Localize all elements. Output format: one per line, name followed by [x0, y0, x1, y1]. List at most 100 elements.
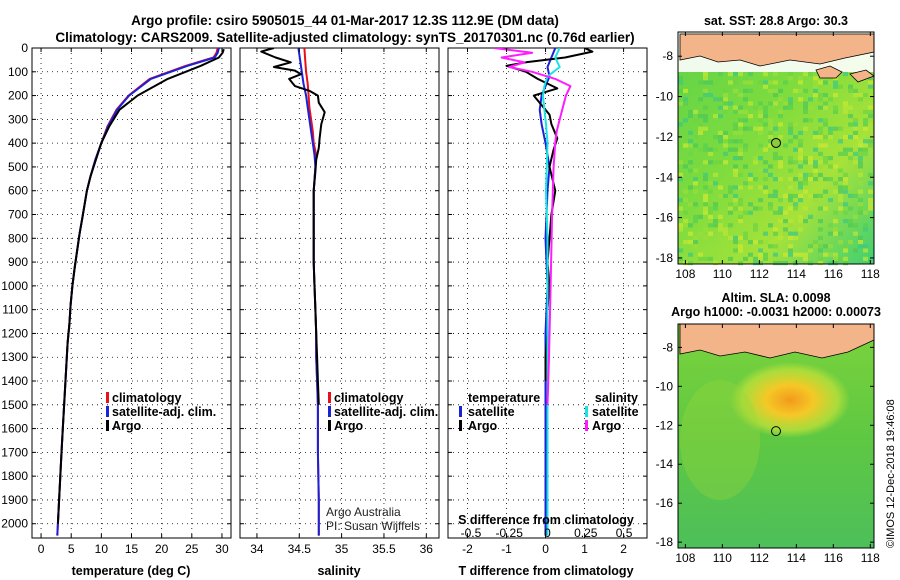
lat-tick-label: -8: [662, 340, 673, 354]
sst-map-title: sat. SST: 28.8 Argo: 30.3: [704, 14, 848, 28]
series-argo: [260, 48, 326, 405]
lat-tick-label: -12: [656, 130, 674, 144]
legend-swatch-climatology: [328, 392, 331, 403]
depth-tick-label: 1900: [1, 493, 28, 507]
lon-tick-label: 118: [861, 267, 880, 281]
depth-tick-label: 800: [8, 231, 28, 245]
sla-map-title2: Argo h1000: -0.0031 h2000: 0.00073: [671, 305, 881, 319]
legend-title-temperature: temperature: [468, 391, 540, 405]
depth-tick-label: 600: [8, 184, 28, 198]
x-tick-label: -1: [501, 542, 512, 556]
lon-tick-label: 110: [713, 267, 732, 281]
x-tick-label: -2: [462, 542, 473, 556]
imos-stamp: ©IMOS 12-Dec-2018 19:46:08: [885, 399, 897, 548]
difference-legend: temperature satellite Argo salinity sate…: [459, 391, 639, 433]
legend-label-s-satellite: satellite: [592, 405, 639, 419]
depth-tick-label: 200: [8, 89, 28, 103]
lat-tick-label: -16: [656, 211, 674, 225]
depth-tick-label: 700: [8, 208, 28, 222]
s-diff-tick-label: -0.5: [461, 526, 482, 540]
s-diff-tick-label: -0.25: [496, 526, 524, 540]
series-temperature-argo: [505, 48, 594, 381]
legend-title-salinity: salinity: [595, 391, 638, 405]
legend-label-climatology: climatology: [334, 391, 404, 405]
x-tick-label: 35.5: [372, 542, 396, 556]
lat-tick-label: -16: [656, 496, 674, 510]
lat-tick-label: -10: [656, 90, 674, 104]
depth-tick-label: 300: [8, 112, 28, 126]
x-tick-label: 0: [542, 542, 549, 556]
x-tick-label: 10: [95, 542, 109, 556]
legend-swatch-satellite: [106, 406, 109, 417]
depth-tick-label: 1200: [1, 326, 28, 340]
sst-islands: [679, 33, 875, 83]
lon-tick-label: 108: [675, 267, 695, 281]
lon-tick-label: 114: [787, 551, 806, 565]
depth-tick-label: 900: [8, 255, 28, 269]
s-diff-tick-label: 0: [544, 526, 551, 540]
x-tick-label: 34: [250, 542, 264, 556]
legend-swatch-s-argo: [585, 420, 588, 431]
legend-label-satellite: satellite-adj. clim.: [112, 405, 216, 419]
figure-title-line2: Climatology: CARS2009. Satellite-adjuste…: [55, 30, 634, 45]
depth-tick-label: 1700: [1, 445, 28, 459]
lon-tick-label: 114: [787, 267, 806, 281]
lat-tick-label: -14: [656, 457, 674, 471]
credit-line2: PI: Susan Wijffels: [326, 519, 420, 533]
x-tick-label: 30: [215, 542, 229, 556]
sla-patch: [680, 380, 760, 500]
legend-label-argo: Argo: [334, 419, 364, 433]
s-diff-tick-label: 0.5: [616, 526, 633, 540]
legend-swatch-t-satellite: [459, 406, 462, 417]
lat-tick-label: -18: [656, 251, 674, 265]
s-diff-tick-label: 0.25: [574, 526, 598, 540]
lat-tick-label: -14: [656, 170, 674, 184]
legend-swatch-satellite: [328, 406, 331, 417]
x-tick-label: 35: [335, 542, 349, 556]
sla-float-marker: [771, 426, 781, 437]
lat-tick-label: -10: [656, 379, 674, 393]
lat-tick-label: -18: [656, 535, 674, 549]
t-diff-axis-label: T difference from climatology: [458, 564, 633, 578]
x-tick-label: 1: [581, 542, 588, 556]
x-tick-label: 5: [68, 542, 75, 556]
lon-tick-label: 112: [750, 551, 769, 565]
depth-tick-label: 1100: [2, 303, 28, 317]
s-diff-axis-label: S difference from climatology: [458, 513, 634, 527]
lon-tick-label: 116: [824, 267, 843, 281]
depth-tick-label: 500: [8, 160, 28, 174]
figure-title-line1: Argo profile: csiro 5905015_44 01-Mar-20…: [131, 13, 559, 28]
x-tick-label: 15: [125, 542, 139, 556]
sla-high-anomaly: [730, 362, 850, 438]
sla-land: [679, 323, 875, 359]
lon-tick-label: 118: [861, 551, 880, 565]
legend-swatch-climatology: [106, 392, 109, 403]
legend-label-climatology: climatology: [112, 391, 182, 405]
sst-float-marker: [771, 137, 781, 148]
difference-panel: -2 -1 0 1 2 -0.5 -0.25 0 0.25 0.5: [447, 47, 648, 556]
legend-label-t-argo: Argo: [468, 419, 498, 433]
legend-label-s-argo: Argo: [592, 419, 622, 433]
series-salinity-argo: [493, 48, 572, 405]
sst-speckle: [678, 72, 873, 266]
lon-tick-label: 108: [675, 551, 695, 565]
legend-swatch-t-argo: [459, 420, 462, 431]
depth-tick-label: 0: [21, 41, 28, 55]
temperature-axis-label: temperature (deg C): [72, 564, 191, 578]
depth-tick-label: 2000: [1, 517, 28, 531]
depth-tick-label: 1000: [1, 279, 28, 293]
salinity-axis-label: salinity: [317, 564, 360, 578]
salinity-legend: climatology satellite-adj. clim. Argo: [328, 391, 438, 433]
legend-label-argo: Argo: [112, 419, 142, 433]
depth-tick-label: 1500: [1, 398, 28, 412]
x-tick-label: 0: [38, 542, 45, 556]
legend-label-t-satellite: satellite: [468, 405, 515, 419]
legend-swatch-argo: [106, 420, 109, 431]
temperature-panel: 0 5 10 15 20 25 30: [31, 47, 232, 556]
depth-tick-label: 1400: [1, 374, 28, 388]
x-tick-label: 36: [420, 542, 434, 556]
